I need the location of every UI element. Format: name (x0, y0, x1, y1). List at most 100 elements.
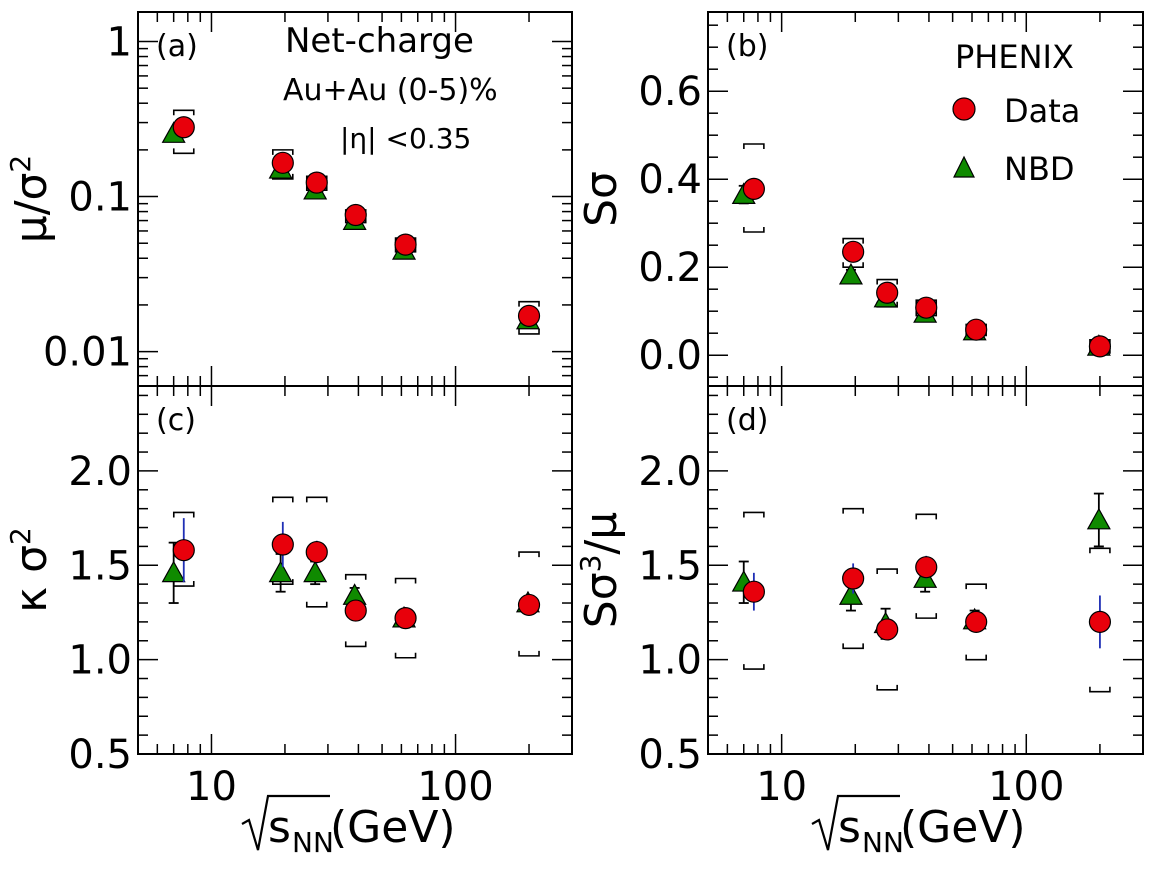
panel-a: 0.01 0.1 1 (a) μ/σ2 (4, 11, 573, 387)
syst-bracket-top (272, 149, 294, 155)
y-axis-label: Sσ (576, 171, 627, 227)
data-point (394, 607, 417, 630)
data-point (876, 618, 899, 641)
syst-bracket-top (305, 496, 328, 503)
panel-tag: (b) (726, 29, 768, 64)
syst-bracket-top (172, 109, 195, 116)
plot-frame (707, 11, 1144, 387)
syst-bracket-top (876, 278, 898, 285)
nbd-point (838, 583, 863, 605)
syst-bracket-bottom (965, 654, 987, 661)
y-tick-label: 0.01 (43, 330, 132, 376)
syst-bracket-top (518, 300, 540, 307)
y-tick-label: 1 (107, 20, 132, 66)
annotation-system: Au+Au (0-5)% (283, 73, 498, 108)
syst-bracket-top (518, 551, 540, 558)
panel-tag: (a) (156, 29, 198, 64)
annotation-eta: |η| <0.35 (340, 122, 471, 155)
data-point (172, 116, 195, 139)
data-point (271, 151, 294, 174)
legend-nbd-marker (953, 155, 975, 178)
syst-bracket-top (394, 577, 417, 584)
syst-bracket-top (876, 568, 898, 575)
syst-bracket-bottom (518, 650, 540, 657)
x-tick-label: 10 (756, 764, 807, 810)
syst-bracket-top (842, 237, 864, 244)
data-point (517, 304, 541, 327)
syst-bracket-top (743, 143, 765, 149)
y-tick-label: 0.0 (638, 333, 702, 379)
legend-title: PHENIX (955, 38, 1074, 76)
syst-bracket-top (344, 573, 367, 580)
y-tick-label: 0.1 (68, 175, 132, 221)
syst-bracket-top (842, 507, 864, 514)
y-axis-label: Sσ3/μ (574, 512, 628, 628)
data-point (965, 610, 988, 633)
syst-bracket-bottom (518, 328, 540, 335)
x-tick-label: 100 (417, 764, 493, 810)
x-label-unit: (GeV) (330, 802, 456, 853)
panel-tag: (c) (156, 403, 196, 438)
syst-bracket-bottom (394, 652, 417, 659)
data-point (394, 233, 417, 256)
syst-bracket-bottom (842, 643, 864, 650)
legend-nbd-label: NBD (1004, 150, 1075, 188)
legend-data-marker (952, 97, 976, 121)
x-label-sub: NN (292, 826, 334, 859)
syst-bracket-top (1089, 547, 1111, 554)
x-label-s: s (838, 802, 861, 853)
x-label-unit: (GeV) (900, 802, 1026, 853)
data-point (742, 177, 765, 200)
syst-bracket-bottom (842, 262, 864, 268)
panel-tag: (d) (726, 403, 768, 438)
y-tick-label: 1.0 (638, 638, 702, 684)
data-point (842, 567, 865, 590)
nbd-point (1086, 507, 1111, 530)
data-point (517, 593, 541, 617)
x-axis-label-right: s NN (GeV) (811, 794, 1026, 859)
y-tick-label: 0.5 (638, 732, 702, 778)
syst-bracket-bottom (915, 613, 938, 619)
data-point (271, 533, 294, 556)
syst-bracket-bottom (344, 641, 367, 648)
data-point (344, 599, 367, 622)
data-point (344, 203, 367, 227)
syst-bracket-top (743, 511, 765, 518)
plot-frame (137, 385, 573, 755)
y-tick-label: 0.4 (638, 157, 702, 203)
syst-bracket-bottom (876, 684, 898, 691)
data-point (842, 240, 865, 263)
y-tick-label: 2.0 (638, 449, 702, 495)
syst-bracket-top (965, 583, 987, 590)
y-tick-label: 0.6 (638, 69, 702, 115)
syst-bracket-bottom (305, 601, 328, 608)
sqrt-sign-icon (241, 794, 330, 851)
y-tick-label: 2.0 (68, 449, 132, 495)
panel-d: 0.5 1.0 1.5 2.0 10 100 (d) Sσ3/μ (574, 385, 1144, 810)
y-axis-label: κ σ2 (4, 527, 58, 613)
x-tick-label: 100 (988, 764, 1064, 810)
data-point (1088, 335, 1112, 358)
legend-data-label: Data (1004, 92, 1080, 130)
y-tick-label: 1.5 (68, 543, 132, 589)
y-axis-label: μ/σ2 (4, 155, 58, 244)
sqrt-sign-icon (811, 794, 900, 851)
nbd-point (268, 560, 293, 583)
data-point (742, 580, 765, 603)
nbd-point (838, 262, 863, 285)
panel-c: 0.5 1.0 1.5 2.0 10 100 (c) κ σ2 (4, 385, 573, 810)
y-tick-label: 1.0 (68, 638, 132, 684)
syst-bracket-bottom (172, 148, 195, 155)
data-point (1088, 610, 1112, 633)
nbd-point (161, 560, 186, 583)
x-label-s: s (268, 802, 291, 853)
data-point (305, 540, 328, 564)
data-point (965, 318, 988, 341)
x-axis-label-left: s NN (GeV) (241, 794, 456, 859)
data-point (876, 281, 899, 304)
syst-bracket-bottom (743, 227, 765, 233)
y-tick-label: 0.2 (638, 245, 702, 291)
x-label-sub: NN (862, 826, 904, 859)
syst-bracket-top (915, 513, 938, 520)
